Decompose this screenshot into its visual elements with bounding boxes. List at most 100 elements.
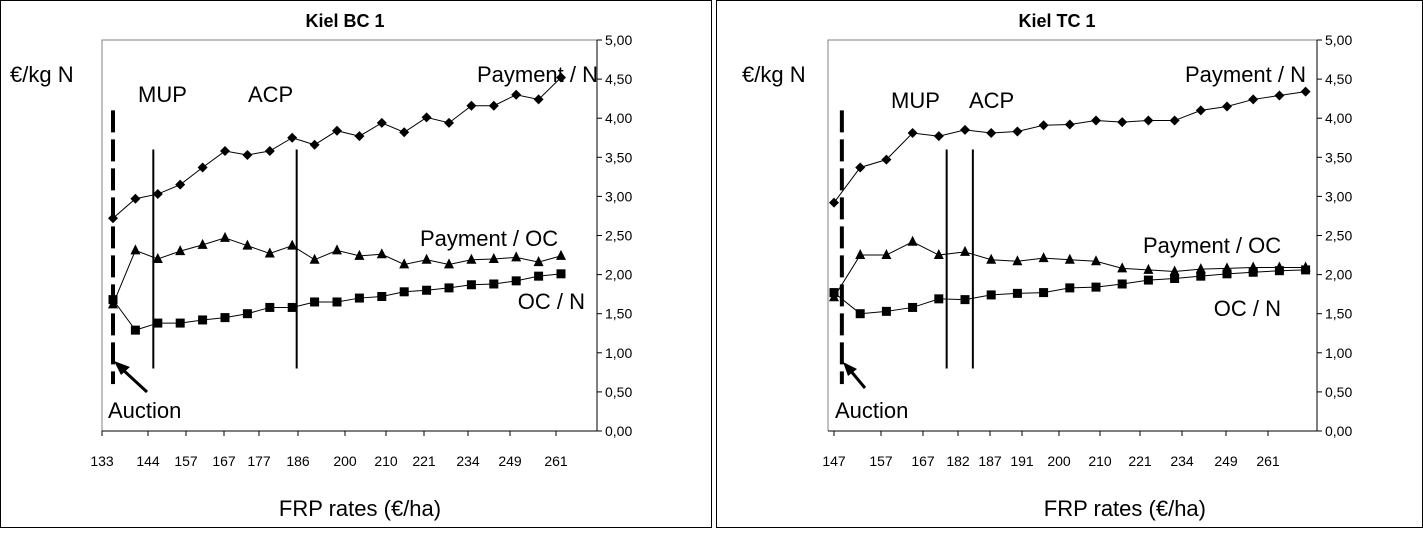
x-tick-label: 221	[412, 453, 436, 469]
data-point-payment-n	[197, 162, 208, 173]
y-tick-label: 4,00	[605, 110, 632, 126]
data-point-payment-oc	[881, 249, 892, 260]
y-tick-label: 2,50	[1325, 228, 1352, 244]
data-point-oc-n	[1091, 282, 1101, 292]
data-point-oc-n	[130, 325, 140, 335]
data-point-oc-n	[354, 293, 364, 303]
data-point-payment-n	[1300, 86, 1311, 97]
auction-arrowhead-icon	[114, 361, 130, 375]
data-point-oc-n	[1012, 288, 1022, 298]
data-point-oc-n	[265, 302, 275, 312]
x-axis-label: FRP rates (€/ha)	[1044, 496, 1206, 521]
data-point-payment-oc	[421, 253, 432, 264]
series-label-payment-per-oc: Payment / OC	[420, 226, 558, 251]
x-tick-label: 147	[822, 453, 846, 469]
data-point-payment-n	[108, 213, 118, 224]
data-point-payment-oc	[399, 258, 410, 269]
vline-label-mup: MUP	[138, 82, 187, 107]
y-tick-label: 2,50	[605, 228, 632, 244]
y-tick-label: 3,50	[1325, 149, 1352, 165]
data-point-payment-oc	[175, 245, 186, 256]
chart-title: Kiel TC 1	[1018, 11, 1095, 31]
y-tick-label: 4,00	[1325, 110, 1352, 126]
chart-frame	[0, 0, 712, 528]
x-tick-label: 210	[374, 453, 398, 469]
data-point-payment-n	[1248, 94, 1259, 105]
data-point-payment-n	[264, 146, 275, 157]
y-tick-label: 4,50	[1325, 71, 1352, 87]
data-point-oc-n	[1196, 271, 1206, 281]
data-point-payment-n	[421, 112, 432, 123]
x-tick-label: 200	[333, 453, 357, 469]
y-tick-label: 1,00	[1325, 345, 1352, 361]
data-point-payment-oc	[907, 235, 918, 246]
y-tick-label: 4,50	[605, 71, 632, 87]
data-point-payment-oc	[1117, 262, 1128, 273]
data-point-payment-n	[376, 117, 387, 128]
data-point-payment-oc	[1064, 253, 1075, 264]
x-tick-label: 167	[911, 453, 935, 469]
data-point-oc-n	[287, 302, 297, 312]
data-point-oc-n	[310, 297, 320, 307]
data-point-oc-n	[1222, 269, 1232, 279]
series-label-payment-per-n: Payment / N	[477, 62, 598, 87]
data-point-oc-n	[1117, 279, 1127, 289]
x-tick-label: 186	[286, 453, 310, 469]
data-point-payment-oc	[855, 249, 866, 260]
vline-label-auction: Auction	[835, 398, 908, 423]
plot-area: 0,00 0,50 1,00 1,50 2,00 2,50 3,00 3,50 4,00 4,50…	[90, 32, 632, 469]
data-point-oc-n	[556, 269, 566, 279]
x-tick-label: 177	[247, 453, 271, 469]
y-tick-label: 0,00	[1325, 423, 1352, 439]
data-point-payment-n	[881, 154, 892, 165]
data-point-payment-oc	[220, 231, 230, 242]
data-point-payment-oc	[1038, 252, 1049, 263]
x-tick-label: 234	[1170, 453, 1194, 469]
data-point-payment-n	[533, 94, 544, 105]
vline-label-mup: MUP	[891, 88, 940, 113]
data-point-oc-n	[1274, 266, 1284, 276]
data-point-payment-oc	[242, 239, 253, 250]
data-point-payment-oc	[1091, 255, 1101, 266]
y-tick-label: 5,00	[1325, 32, 1352, 48]
y-tick-label: 3,50	[605, 149, 632, 165]
data-point-oc-n	[908, 302, 918, 312]
data-point-oc-n	[829, 288, 839, 298]
data-point-payment-oc	[376, 248, 387, 259]
data-point-payment-n	[152, 189, 163, 200]
data-point-payment-oc	[152, 252, 163, 263]
auction-arrowhead-icon	[843, 362, 857, 376]
data-point-payment-oc	[488, 252, 499, 263]
vline-label-auction: Auction	[108, 398, 181, 423]
x-tick-label: 187	[978, 453, 1002, 469]
data-point-oc-n	[881, 306, 891, 316]
data-point-payment-n	[399, 127, 410, 138]
data-point-payment-n	[1012, 126, 1023, 137]
x-tick-label: 144	[136, 453, 160, 469]
data-point-payment-n	[332, 125, 342, 136]
x-tick-label: 133	[90, 453, 114, 469]
chart-svg-kiel-tc-1: Kiel TC 1 €/kg N FRP rates (€/ha) Paymen…	[716, 0, 1423, 528]
data-point-payment-n	[1222, 101, 1232, 112]
data-point-oc-n	[198, 315, 208, 325]
data-point-oc-n	[108, 295, 118, 305]
data-point-payment-n	[556, 72, 566, 83]
data-point-oc-n	[986, 290, 996, 300]
x-tick-label: 157	[174, 453, 198, 469]
y-tick-label: 2,00	[1325, 267, 1352, 283]
x-tick-label: 249	[1214, 453, 1238, 469]
y-tick-label: 0,50	[605, 384, 632, 400]
y-axis-label: €/kg N	[10, 62, 74, 87]
y-axis-label: €/kg N	[742, 62, 806, 87]
data-point-oc-n	[242, 309, 252, 319]
data-point-payment-oc	[986, 253, 997, 264]
data-point-payment-n	[511, 89, 522, 100]
data-point-payment-n	[1038, 120, 1049, 131]
series-label-oc-per-n: OC / N	[518, 289, 585, 314]
data-point-payment-n	[488, 100, 499, 111]
x-tick-label: 249	[498, 453, 522, 469]
y-tick-label: 5,00	[605, 32, 632, 48]
series-label-oc-per-n: OC / N	[1214, 296, 1281, 321]
data-point-oc-n	[175, 318, 185, 328]
data-point-payment-n	[960, 124, 970, 135]
